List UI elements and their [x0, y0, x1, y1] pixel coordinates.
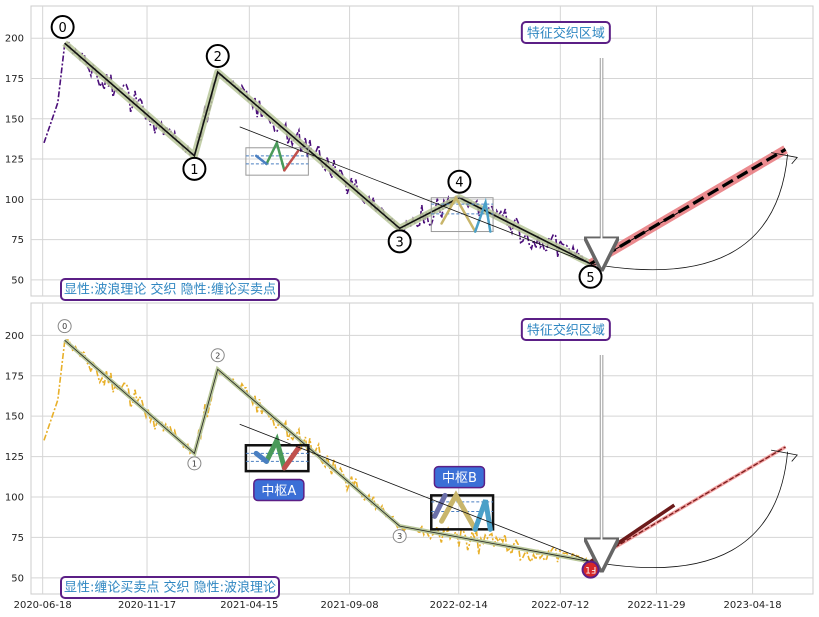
- x-tick-label: 2021-04-15: [220, 600, 278, 611]
- hub-label-box: [253, 478, 305, 502]
- plot-area: [30, 302, 814, 595]
- zone-label: 特征交织区域: [527, 26, 605, 42]
- zigzag-tan: [439, 490, 478, 532]
- zigzag-red: [283, 149, 300, 172]
- x-axis: 2020-06-18 2020-11-17 2021-04-15 2021-09-08…: [14, 600, 782, 611]
- wave-point-marker: [387, 229, 412, 254]
- plot-area: [30, 5, 814, 297]
- y-tick-label: 175: [5, 74, 24, 85]
- zone-label: 特征交织区域: [527, 323, 605, 339]
- curve-arrowhead: [771, 449, 798, 462]
- zigzag-purple: [432, 492, 448, 519]
- y-tick-label: 150: [5, 114, 24, 125]
- y-tick-label: 150: [5, 412, 24, 423]
- curve-arrowhead: [771, 152, 798, 165]
- wave-point-marker: [210, 348, 225, 363]
- zone-label-box: [520, 318, 611, 341]
- wave-point-label: 1: [190, 163, 198, 178]
- y-tick-label: 50: [11, 275, 24, 286]
- zone-label-box: [520, 21, 611, 44]
- zigzag-green: [263, 433, 287, 471]
- buy-point-marker: [581, 560, 600, 579]
- wave-point-label: 5: [586, 271, 594, 286]
- hub-label: 中枢B: [442, 471, 477, 486]
- y-tick-label: 100: [5, 195, 24, 206]
- y-tick-label: 50: [11, 573, 24, 584]
- legend-box: [60, 576, 280, 599]
- wave-point-marker: [182, 156, 207, 181]
- zigzag-blue: [253, 450, 269, 464]
- y-tick-label: 200: [5, 34, 24, 45]
- wave-point-label: 2: [214, 50, 222, 65]
- wave-point-label: 2: [215, 351, 220, 360]
- wave-point-marker: [578, 264, 603, 289]
- x-tick-label: 2020-06-18: [14, 600, 72, 611]
- wave-line: [64, 339, 591, 563]
- x-tick-label: 2023-04-18: [724, 600, 782, 611]
- y-tick-label: 100: [5, 493, 24, 504]
- buy-point-label: 1Ⅎ: [585, 567, 596, 577]
- trend-line: [239, 423, 591, 563]
- hub-label: 中枢A: [261, 484, 296, 499]
- zigzag-teal: [473, 197, 492, 233]
- wave-point-label: 3: [397, 532, 402, 541]
- wave-point-marker: [57, 319, 72, 334]
- wave-point-label: 1: [192, 459, 197, 468]
- zigzag-green: [265, 139, 286, 172]
- x-tick-label: 2022-07-12: [531, 600, 589, 611]
- y-tick-label: 200: [5, 331, 24, 342]
- wave-point-marker: [50, 15, 75, 40]
- zigzag-tan: [440, 195, 477, 233]
- y-tick-label: 75: [11, 533, 24, 544]
- zigzag-blue: [254, 154, 268, 166]
- y-tick-label: 125: [5, 155, 24, 166]
- wave-point-marker: [205, 44, 230, 69]
- y-tick-label: 75: [11, 235, 24, 246]
- wave-point-label: 3: [396, 235, 404, 250]
- wave-point-label: 4: [455, 176, 463, 191]
- x-tick-label: 2022-11-29: [627, 600, 685, 611]
- y-tick-label: 175: [5, 371, 24, 382]
- consolidation-box: [430, 197, 494, 233]
- wave-point-label: 0: [62, 322, 67, 331]
- legend-box: [60, 278, 280, 301]
- x-tick-label: 2020-11-17: [118, 600, 176, 611]
- zigzag-teal: [472, 499, 493, 532]
- wave-point-marker: [447, 169, 472, 194]
- hub-box: [430, 494, 495, 531]
- hub-label-box: [433, 465, 486, 489]
- y-tick-label: 125: [5, 452, 24, 463]
- forecast-line: [590, 446, 786, 563]
- x-tick-label: 2021-09-08: [321, 600, 379, 611]
- x-tick-label: 2022-02-14: [430, 600, 488, 611]
- legend-text: 显性:缠论买卖点 交织 隐性:波浪理论: [64, 580, 276, 596]
- zigzag-red: [281, 446, 301, 471]
- wave-point-marker: [187, 456, 202, 471]
- trend-line: [239, 126, 591, 265]
- legend-text: 显性:波浪理论 交织 隐性:缠论买卖点: [64, 282, 276, 298]
- wave-point-label: 0: [59, 21, 67, 36]
- curve-arrow: [590, 154, 788, 271]
- curve-arrow: [590, 451, 788, 568]
- wave-point-marker: [392, 529, 407, 544]
